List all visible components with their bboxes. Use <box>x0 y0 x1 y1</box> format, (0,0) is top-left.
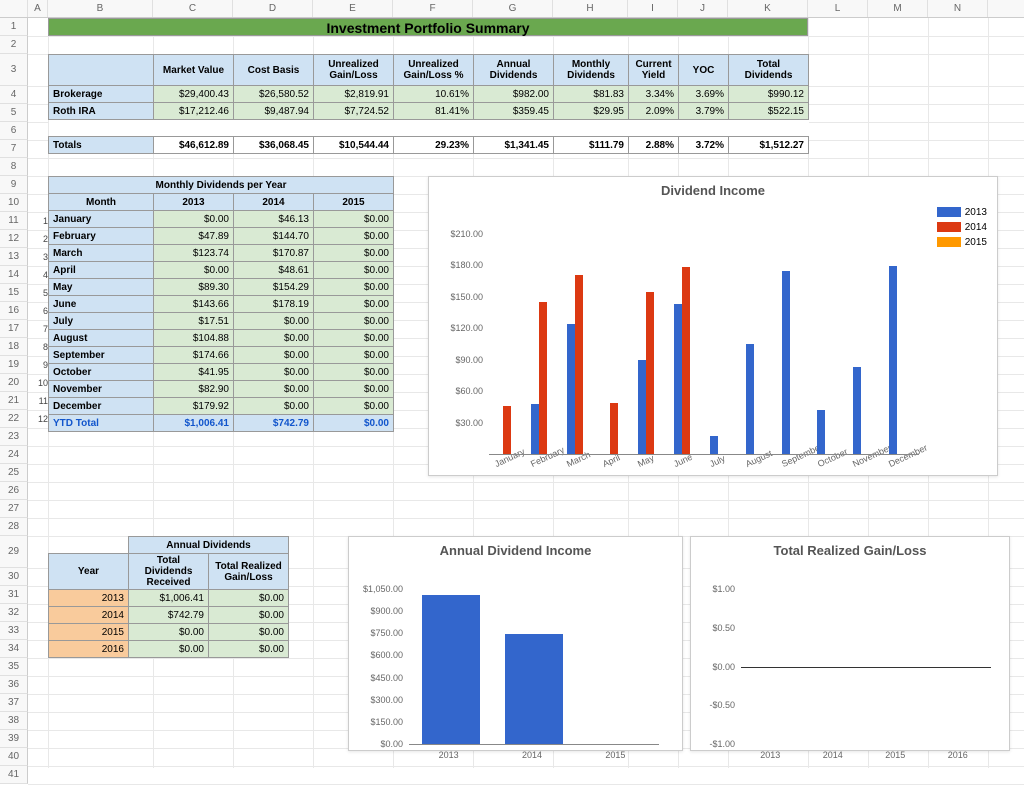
page-title: Investment Portfolio Summary <box>48 18 808 36</box>
summary-table[interactable]: Market ValueCost BasisUnrealized Gain/Lo… <box>48 54 809 154</box>
annual-dividends-table[interactable]: Annual DividendsYearTotal Dividends Rece… <box>48 536 289 658</box>
gain-loss-chart: Total Realized Gain/Loss -$1.00-$0.50$0.… <box>690 536 1010 751</box>
dividend-income-chart: Dividend Income $30.00$60.00$90.00$120.0… <box>428 176 998 476</box>
monthly-dividends-table[interactable]: Monthly Dividends per YearMonth201320142… <box>48 176 394 432</box>
chart-legend: 201320142015 <box>937 207 987 252</box>
chart-title: Total Realized Gain/Loss <box>691 537 1009 564</box>
row-headers: 1234567891011121314151617181920212223242… <box>0 18 28 784</box>
annual-dividend-chart: Annual Dividend Income $0.00$150.00$300.… <box>348 536 683 751</box>
chart-title: Annual Dividend Income <box>349 537 682 564</box>
column-headers: ABCDEFGHIJKLMN <box>0 0 1024 18</box>
spreadsheet-area: Investment Portfolio Summary Market Valu… <box>28 18 1024 768</box>
chart-title: Dividend Income <box>429 177 997 204</box>
